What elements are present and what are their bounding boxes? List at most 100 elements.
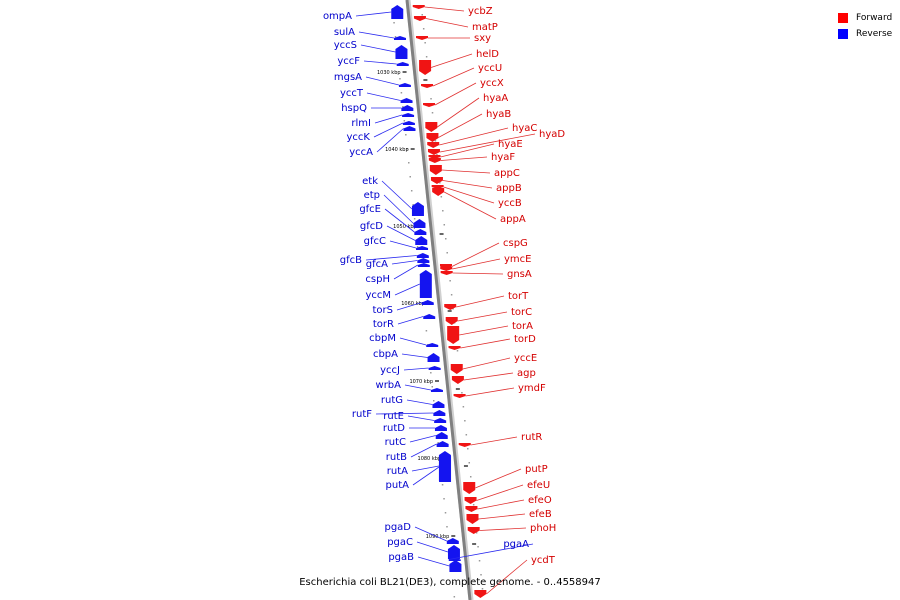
gene-label-torA[interactable]: torA bbox=[512, 321, 533, 332]
gene-glyph-gfcE[interactable] bbox=[414, 229, 427, 235]
gene-label-hyaD[interactable]: hyaD bbox=[539, 129, 565, 140]
gene-glyph-torS[interactable] bbox=[421, 300, 434, 305]
gene-label-torR[interactable]: torR bbox=[373, 319, 394, 330]
gene-glyph-wrbA[interactable] bbox=[430, 388, 443, 392]
gene-label-pgaA[interactable]: pgaA bbox=[503, 539, 529, 550]
gene-glyph-ycbZ[interactable] bbox=[412, 5, 425, 9]
gene-label-ycdT[interactable]: ycdT bbox=[531, 555, 556, 566]
gene-label-rutB[interactable]: rutB bbox=[386, 452, 407, 463]
gene-label-cspG[interactable]: cspG bbox=[503, 238, 528, 249]
gene-label-appB[interactable]: appB bbox=[496, 183, 522, 194]
gene-glyph-cbpA[interactable] bbox=[427, 353, 440, 362]
gene-glyph-ycdT[interactable] bbox=[474, 590, 487, 598]
gene-glyph-hyaF[interactable] bbox=[428, 158, 441, 163]
gene-label-hyaA[interactable]: hyaA bbox=[483, 93, 508, 104]
gene-glyph-torT[interactable] bbox=[444, 304, 457, 310]
gene-glyph-appA[interactable] bbox=[432, 188, 445, 196]
gene-glyph-appB[interactable] bbox=[430, 177, 443, 184]
gene-glyph-rutR[interactable] bbox=[458, 443, 471, 447]
gene-glyph-hyaA[interactable] bbox=[425, 122, 438, 132]
gene-glyph-hyaB[interactable] bbox=[426, 133, 439, 142]
gene-label-sulA[interactable]: sulA bbox=[334, 27, 355, 38]
gene-glyph-etp[interactable] bbox=[413, 219, 426, 228]
gene-label-rutE[interactable]: rutE bbox=[383, 411, 404, 422]
gene-glyph-gfcD[interactable] bbox=[415, 236, 428, 245]
gene-glyph-yccM[interactable] bbox=[419, 270, 432, 298]
gene-label-yccF[interactable]: yccF bbox=[337, 56, 360, 67]
gene-glyph-yccJ[interactable] bbox=[428, 366, 441, 370]
gene-label-rutC[interactable]: rutC bbox=[385, 437, 406, 448]
gene-glyph-efeB[interactable] bbox=[466, 514, 479, 524]
gene-glyph-torC[interactable] bbox=[445, 317, 458, 325]
gene-label-agp[interactable]: agp bbox=[517, 368, 536, 379]
gene-glyph-yccK[interactable] bbox=[402, 121, 415, 125]
gene-label-rutR[interactable]: rutR bbox=[521, 432, 542, 443]
gene-label-mgsA[interactable]: mgsA bbox=[334, 72, 362, 83]
gene-label-hyaC[interactable]: hyaC bbox=[512, 123, 537, 134]
gene-glyph-yccE[interactable] bbox=[450, 364, 463, 374]
gene-glyph-cspH[interactable] bbox=[417, 263, 430, 267]
gene-label-torD[interactable]: torD bbox=[514, 334, 536, 345]
gene-glyph-torR[interactable] bbox=[423, 314, 436, 319]
gene-glyph-rlmI[interactable] bbox=[402, 113, 415, 117]
gene-glyph-pgaB[interactable] bbox=[449, 560, 462, 572]
gene-label-torT[interactable]: torT bbox=[508, 291, 529, 302]
gene-label-putP[interactable]: putP bbox=[525, 464, 548, 475]
gene-label-pgaC[interactable]: pgaC bbox=[387, 537, 413, 548]
gene-glyph-yccA[interactable] bbox=[403, 126, 416, 131]
gene-glyph-sxy[interactable] bbox=[415, 36, 428, 40]
gene-label-yccE[interactable]: yccE bbox=[514, 353, 537, 364]
gene-label-gfcE[interactable]: gfcE bbox=[359, 204, 381, 215]
gene-glyph-rutF[interactable] bbox=[433, 410, 446, 416]
gene-glyph-putP[interactable] bbox=[463, 482, 476, 494]
gene-glyph-yccX[interactable] bbox=[423, 103, 436, 107]
gene-label-phoH[interactable]: phoH bbox=[530, 523, 556, 534]
gene-label-appC[interactable]: appC bbox=[494, 168, 520, 179]
gene-glyph-gfcC[interactable] bbox=[416, 246, 429, 250]
gene-label-pgaB[interactable]: pgaB bbox=[388, 552, 414, 563]
gene-glyph-rutD[interactable] bbox=[434, 425, 447, 431]
gene-glyph-etk[interactable] bbox=[411, 202, 424, 216]
gene-glyph-yccS[interactable] bbox=[395, 45, 408, 59]
gene-label-etk[interactable]: etk bbox=[362, 176, 378, 187]
gene-glyph-gfcA[interactable] bbox=[417, 258, 430, 263]
gene-glyph-putA[interactable] bbox=[439, 452, 452, 482]
gene-glyph-pgaC[interactable] bbox=[447, 545, 460, 559]
gene-glyph-ymcE[interactable] bbox=[440, 267, 453, 271]
gene-label-yccB[interactable]: yccB bbox=[498, 198, 522, 209]
gene-label-hyaF[interactable]: hyaF bbox=[491, 152, 515, 163]
gene-glyph-yccT[interactable] bbox=[400, 98, 413, 103]
gene-glyph-pgaD[interactable] bbox=[446, 538, 459, 544]
gene-label-cspH[interactable]: cspH bbox=[365, 274, 390, 285]
gene-label-yccM[interactable]: yccM bbox=[365, 290, 391, 301]
gene-label-efeO[interactable]: efeO bbox=[528, 495, 552, 506]
gene-label-gfcA[interactable]: gfcA bbox=[366, 259, 388, 270]
gene-glyph-helD[interactable] bbox=[419, 60, 432, 75]
gene-label-yccX[interactable]: yccX bbox=[480, 78, 504, 89]
gene-label-efeB[interactable]: efeB bbox=[529, 509, 552, 520]
gene-label-appA[interactable]: appA bbox=[500, 214, 526, 225]
gene-glyph-matP[interactable] bbox=[413, 16, 426, 21]
gene-label-torC[interactable]: torC bbox=[511, 307, 532, 318]
gene-label-ymcE[interactable]: ymcE bbox=[504, 254, 531, 265]
gene-label-rutD[interactable]: rutD bbox=[383, 423, 405, 434]
gene-glyph-mgsA[interactable] bbox=[398, 83, 411, 87]
gene-label-ycbZ[interactable]: ycbZ bbox=[468, 6, 493, 17]
gene-glyph-rutG[interactable] bbox=[432, 401, 445, 408]
gene-glyph-rutB[interactable] bbox=[436, 441, 449, 447]
gene-label-gfcC[interactable]: gfcC bbox=[364, 236, 386, 247]
gene-label-pgaD[interactable]: pgaD bbox=[384, 522, 411, 533]
gene-label-ompA[interactable]: ompA bbox=[323, 11, 352, 22]
gene-glyph-phoH[interactable] bbox=[467, 527, 480, 534]
gene-label-helD[interactable]: helD bbox=[476, 49, 499, 60]
gene-glyph-cbpM[interactable] bbox=[426, 343, 439, 347]
gene-label-ymdF[interactable]: ymdF bbox=[518, 383, 546, 394]
gene-glyph-torA[interactable] bbox=[447, 326, 460, 344]
gene-glyph-rutC[interactable] bbox=[435, 432, 448, 439]
gene-glyph-gnsA[interactable] bbox=[440, 271, 453, 275]
gene-label-sxy[interactable]: sxy bbox=[474, 33, 491, 44]
gene-label-yccK[interactable]: yccK bbox=[347, 132, 371, 143]
gene-label-etp[interactable]: etp bbox=[364, 190, 380, 201]
gene-glyph-hyaD[interactable] bbox=[427, 149, 440, 155]
gene-label-gfcB[interactable]: gfcB bbox=[340, 255, 362, 266]
